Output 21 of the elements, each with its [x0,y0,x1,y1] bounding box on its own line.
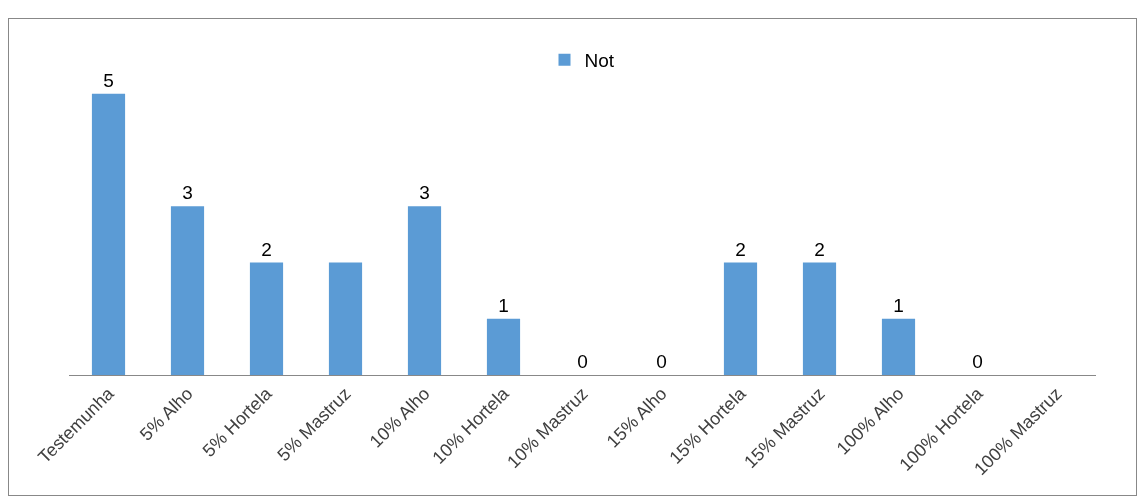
data-label: 2 [261,238,272,260]
data-label: 2 [735,238,746,260]
data-label: 3 [182,182,193,204]
data-label: 2 [814,238,825,260]
bar [486,318,521,375]
legend-label: Not [584,50,615,72]
bar [802,262,837,375]
data-label: 3 [419,182,430,204]
data-label: 0 [577,351,588,372]
data-label: 0 [972,351,983,372]
bar [723,262,758,375]
data-label: 0 [656,351,667,372]
data-label: 1 [893,294,904,316]
bar [881,318,916,375]
data-label: 1 [498,294,509,316]
bar [91,93,126,375]
bar [328,262,363,375]
bar [249,262,284,375]
bar [407,206,442,375]
data-label: 5 [103,69,114,91]
bar [170,206,205,375]
